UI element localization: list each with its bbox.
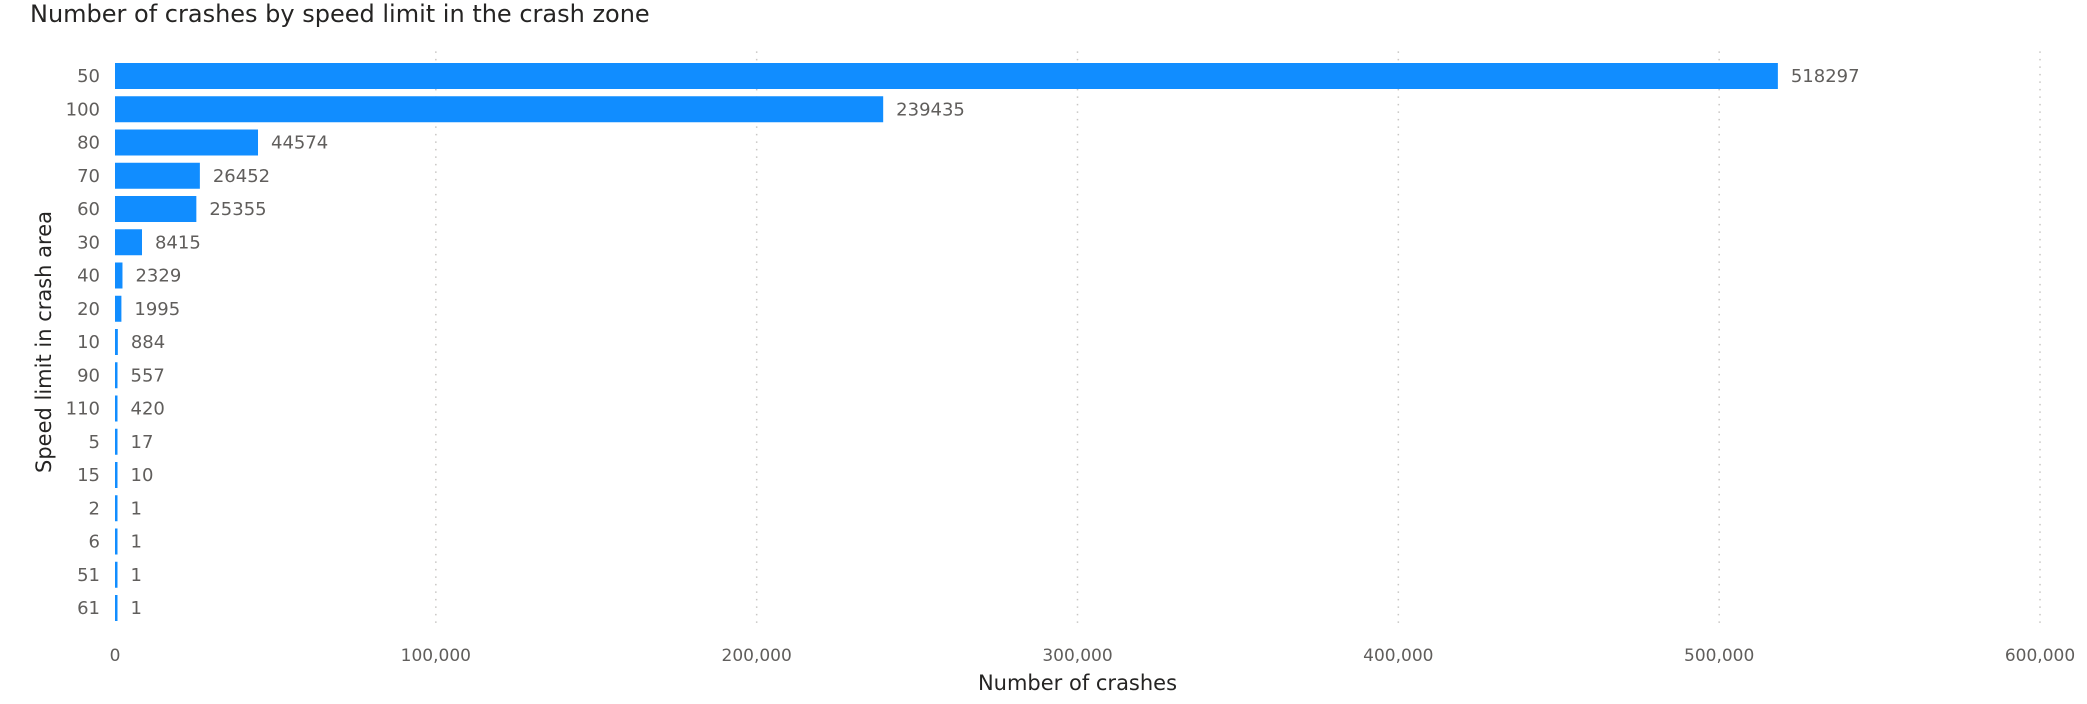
data-label: 1	[131, 598, 142, 619]
y-category-label: 10	[77, 332, 100, 353]
data-label: 1995	[134, 299, 180, 320]
bar	[115, 595, 118, 621]
data-label: 25355	[209, 199, 266, 220]
bar	[115, 63, 1778, 89]
data-label: 557	[131, 365, 165, 386]
labels: 0 100,000 200,000 300,000 400,000 500,000 600,…	[66, 66, 2076, 666]
y-category-label: 100	[66, 99, 100, 120]
bar	[115, 428, 118, 455]
bar	[115, 528, 118, 555]
x-tick-label: 600,000	[2005, 646, 2075, 666]
data-label: 1	[131, 532, 142, 553]
y-category-label: 2	[89, 498, 100, 519]
bar	[115, 129, 259, 156]
bar	[115, 295, 122, 322]
y-category-label: 15	[77, 465, 100, 486]
bar	[115, 561, 118, 588]
y-category-label: 51	[77, 565, 100, 586]
y-axis-title: Speed limit in crash area	[32, 211, 56, 473]
bar	[115, 495, 118, 522]
x-tick-label: 500,000	[1684, 646, 1754, 666]
data-label: 884	[131, 332, 165, 353]
bar	[115, 329, 118, 355]
bar	[115, 196, 197, 222]
bar	[115, 362, 118, 389]
bar	[115, 262, 123, 289]
x-tick-label: 300,000	[1042, 646, 1112, 666]
data-label: 8415	[155, 232, 201, 253]
bar	[115, 229, 142, 256]
bar	[115, 162, 200, 189]
x-tick-label: 400,000	[1363, 646, 1433, 666]
y-category-label: 20	[77, 299, 100, 320]
y-category-label: 61	[77, 598, 100, 619]
x-tick-label: 200,000	[722, 646, 792, 666]
y-category-label: 50	[77, 66, 100, 87]
data-label: 44574	[271, 133, 328, 154]
y-category-label: 6	[89, 532, 100, 553]
data-label: 10	[131, 465, 154, 486]
bar	[115, 395, 118, 422]
y-category-label: 90	[77, 365, 100, 386]
data-label: 518297	[1791, 66, 1860, 87]
y-category-label: 5	[89, 432, 100, 453]
x-axis-title: Number of crashes	[978, 671, 1177, 695]
y-category-label: 40	[77, 266, 100, 287]
data-label: 1	[131, 565, 142, 586]
y-category-label: 80	[77, 133, 100, 154]
data-label: 26452	[213, 166, 270, 187]
y-category-label: 70	[77, 166, 100, 187]
y-category-label: 110	[66, 399, 100, 420]
data-label: 1	[131, 498, 142, 519]
bar	[115, 462, 118, 488]
y-category-label: 60	[77, 199, 100, 220]
x-tick-label: 100,000	[401, 646, 471, 666]
bar	[115, 96, 884, 123]
data-label: 239435	[896, 99, 965, 120]
gridlines	[435, 51, 2041, 625]
data-label: 420	[131, 399, 165, 420]
bars	[115, 63, 1778, 621]
chart-title: Number of crashes by speed limit in the …	[30, 0, 650, 28]
data-label: 17	[131, 432, 154, 453]
data-label: 2329	[135, 266, 181, 287]
y-category-label: 30	[77, 232, 100, 253]
x-tick-label: 0	[110, 646, 121, 666]
